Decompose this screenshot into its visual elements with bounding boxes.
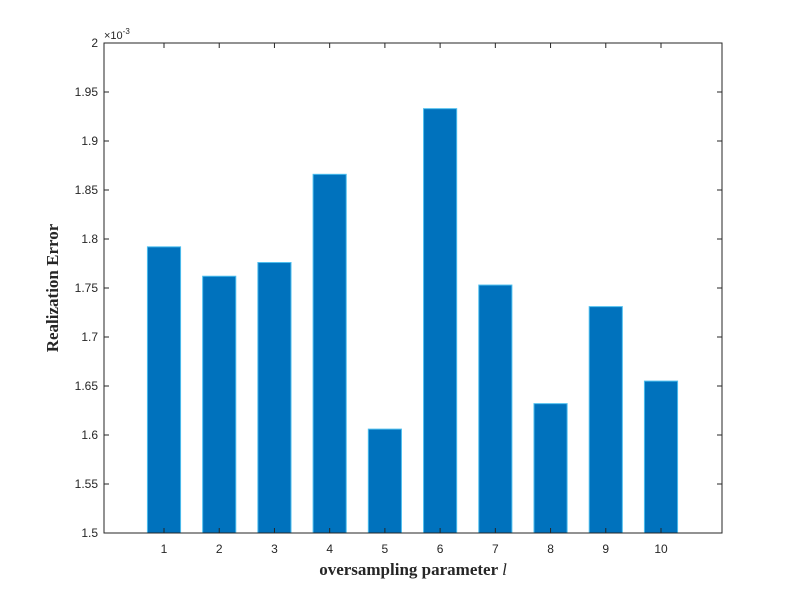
x-tick-label: 7 <box>492 542 499 556</box>
x-tick-label: 1 <box>161 542 168 556</box>
y-tick-label: 1.5 <box>81 526 98 540</box>
y-tick-label: 1.6 <box>81 428 98 442</box>
bar-2 <box>202 275 237 534</box>
y-tick-label: 1.95 <box>75 85 99 99</box>
x-axis-title: oversampling parameter l <box>319 560 507 579</box>
y-tick-label: 1.7 <box>81 330 98 344</box>
y-tick-label: 1.9 <box>81 134 98 148</box>
bar-6 <box>423 108 458 534</box>
y-tick-label: 2 <box>91 36 98 50</box>
bar-5 <box>367 428 402 534</box>
x-tick-label: 3 <box>271 542 278 556</box>
x-tick-label: 6 <box>437 542 444 556</box>
y-tick-label: 1.55 <box>75 477 99 491</box>
x-axis-title-variable: l <box>502 560 507 579</box>
y-tick-label: 1.85 <box>75 183 99 197</box>
bar-3 <box>257 262 292 534</box>
y-axis: 1.5 1.55 1.6 1.65 1.7 1.75 1.8 1.85 1.9 1.95 2 <box>75 36 722 540</box>
bar-1 <box>146 246 182 534</box>
y-tick-label: 1.8 <box>81 232 98 246</box>
x-tick-label: 2 <box>216 542 223 556</box>
bars-group <box>146 108 679 534</box>
x-axis: 1 2 3 4 5 6 7 8 9 10 <box>161 43 668 556</box>
bar-4 <box>312 173 347 534</box>
bar-7 <box>478 284 513 534</box>
y-tick-label: 1.65 <box>75 379 99 393</box>
y-scale-base: ×10 <box>104 30 123 42</box>
y-scale-exponent: -3 <box>123 27 131 36</box>
x-axis-title-text: oversampling parameter <box>319 560 502 579</box>
bar-9 <box>588 306 623 534</box>
y-tick-label: 1.75 <box>75 281 99 295</box>
x-tick-label: 9 <box>602 542 609 556</box>
bar-10 <box>643 380 679 534</box>
axes-box <box>103 42 723 534</box>
bar-8 <box>533 403 568 534</box>
x-tick-label: 10 <box>654 542 668 556</box>
x-tick-label: 4 <box>326 542 333 556</box>
x-tick-label: 8 <box>547 542 554 556</box>
x-tick-label: 5 <box>382 542 389 556</box>
y-scale-factor: ×10-3 <box>104 27 130 42</box>
y-axis-title: Realization Error <box>43 223 62 352</box>
